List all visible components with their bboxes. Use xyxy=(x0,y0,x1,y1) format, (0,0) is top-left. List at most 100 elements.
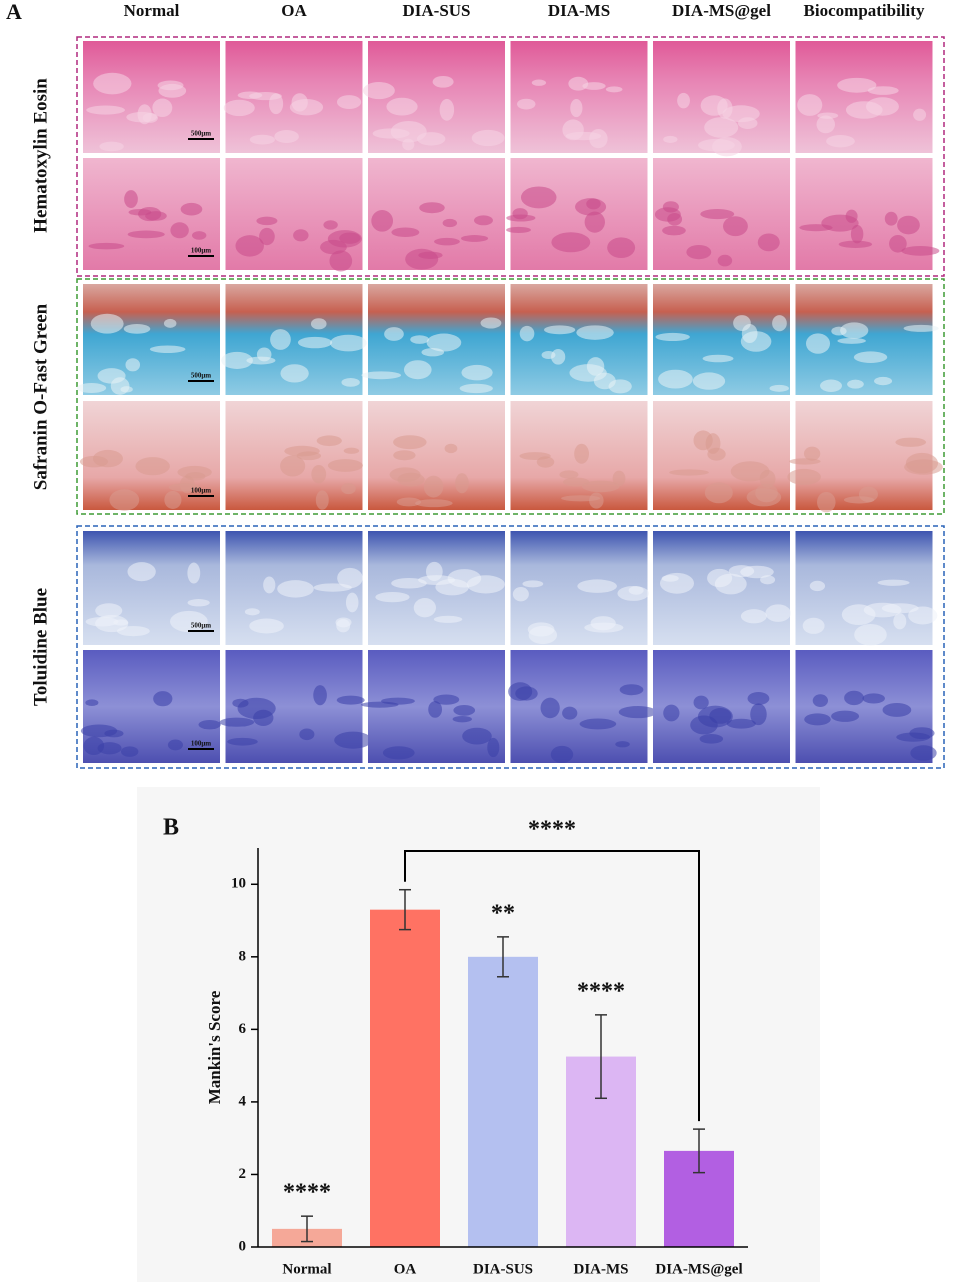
x-tick-label: DIA-MS@gel xyxy=(655,1261,742,1277)
tissue-texture xyxy=(702,354,734,363)
tissue-texture xyxy=(361,371,402,380)
tissue-texture xyxy=(895,437,927,447)
tissue-texture xyxy=(315,490,329,510)
tissue-texture xyxy=(428,701,443,718)
tissue-texture xyxy=(444,443,458,454)
tissue-texture xyxy=(244,608,260,616)
tissue-texture xyxy=(845,101,883,119)
tissue-texture xyxy=(550,745,574,764)
tissue-texture xyxy=(692,372,726,390)
tissue-texture xyxy=(562,477,590,487)
tissue-texture xyxy=(512,586,529,602)
tissue-texture xyxy=(717,254,733,267)
tissue-texture xyxy=(707,568,733,588)
tissue-texture xyxy=(574,443,590,464)
tissue-texture xyxy=(512,208,528,220)
stain-label: Toluidine Blue xyxy=(30,588,51,706)
tissue-texture xyxy=(296,451,322,461)
tissue-texture xyxy=(882,703,912,717)
tissue-texture xyxy=(336,695,365,705)
tissue-texture xyxy=(605,86,623,93)
column-label: DIA-SUS xyxy=(402,1,470,20)
tissue-texture xyxy=(249,134,275,145)
tissue-texture xyxy=(619,684,644,696)
column-label: DIA-MS xyxy=(548,1,610,20)
tissue-texture xyxy=(327,459,363,472)
tissue-texture xyxy=(403,360,432,380)
tissue-texture xyxy=(772,315,787,332)
stain-box xyxy=(76,525,945,769)
tissue-texture xyxy=(669,469,709,476)
tissue-texture xyxy=(432,75,454,88)
tissue-texture xyxy=(531,79,547,86)
tissue-texture xyxy=(853,351,888,363)
tissue-texture xyxy=(227,737,258,746)
tissue-texture xyxy=(519,325,535,342)
tissue-texture xyxy=(386,97,418,116)
tissue-texture xyxy=(93,72,132,95)
histology-image xyxy=(83,41,220,153)
tissue-texture xyxy=(371,210,394,232)
tissue-texture xyxy=(471,129,505,147)
tissue-texture xyxy=(663,704,680,722)
tissue-texture xyxy=(615,741,630,748)
tissue-texture xyxy=(145,211,167,221)
tissue-texture xyxy=(528,625,558,645)
y-tick-label: 4 xyxy=(239,1093,247,1109)
tissue-texture xyxy=(127,562,156,582)
tissue-texture xyxy=(707,447,726,461)
tissue-texture xyxy=(858,486,878,503)
tissue-texture xyxy=(517,98,536,110)
tissue-texture xyxy=(109,489,140,511)
significance-label: **** xyxy=(577,978,625,1004)
tissue-texture xyxy=(712,137,742,157)
tissue-texture xyxy=(515,686,538,701)
tissue-texture xyxy=(274,130,299,144)
tissue-texture xyxy=(329,334,367,352)
tissue-texture xyxy=(396,497,422,507)
tissue-texture xyxy=(607,237,636,258)
tissue-texture xyxy=(704,482,733,504)
tissue-texture xyxy=(757,233,780,252)
tissue-texture xyxy=(235,235,264,257)
significance-label: **** xyxy=(283,1180,331,1206)
tissue-texture xyxy=(908,606,938,625)
tissue-texture xyxy=(590,616,616,631)
tissue-texture xyxy=(837,337,866,344)
tissue-texture xyxy=(127,230,165,239)
tissue-texture xyxy=(617,585,650,601)
tissue-texture xyxy=(460,235,489,242)
tissue-texture xyxy=(575,198,607,216)
tissue-texture xyxy=(802,617,825,634)
x-tick-label: DIA-MS xyxy=(574,1261,629,1277)
tissue-texture xyxy=(805,333,831,354)
tissue-texture xyxy=(382,746,415,760)
tissue-texture xyxy=(847,379,864,389)
tissue-texture xyxy=(439,98,455,121)
tissue-texture xyxy=(909,727,935,740)
tissue-texture xyxy=(506,226,531,233)
x-tick-label: Normal xyxy=(282,1261,331,1277)
tissue-texture xyxy=(341,483,356,495)
tissue-texture xyxy=(584,211,605,233)
tissue-texture xyxy=(904,459,943,475)
tissue-texture xyxy=(704,117,739,138)
tissue-texture xyxy=(569,364,607,382)
tissue-texture xyxy=(363,81,395,100)
tissue-texture xyxy=(618,706,657,719)
tissue-texture xyxy=(662,201,679,213)
stain-box xyxy=(76,36,945,277)
tissue-texture xyxy=(423,475,444,498)
tissue-texture xyxy=(80,724,118,738)
tissue-texture xyxy=(519,452,551,460)
tissue-texture xyxy=(421,348,445,357)
tissue-texture xyxy=(903,324,939,332)
tissue-texture xyxy=(361,701,399,708)
tissue-texture xyxy=(840,322,869,339)
tissue-texture xyxy=(256,347,272,362)
stain-box xyxy=(76,278,945,515)
tissue-texture xyxy=(158,83,187,98)
x-tick-label: OA xyxy=(394,1261,417,1277)
tissue-texture xyxy=(320,239,347,255)
tissue-texture xyxy=(844,690,864,706)
